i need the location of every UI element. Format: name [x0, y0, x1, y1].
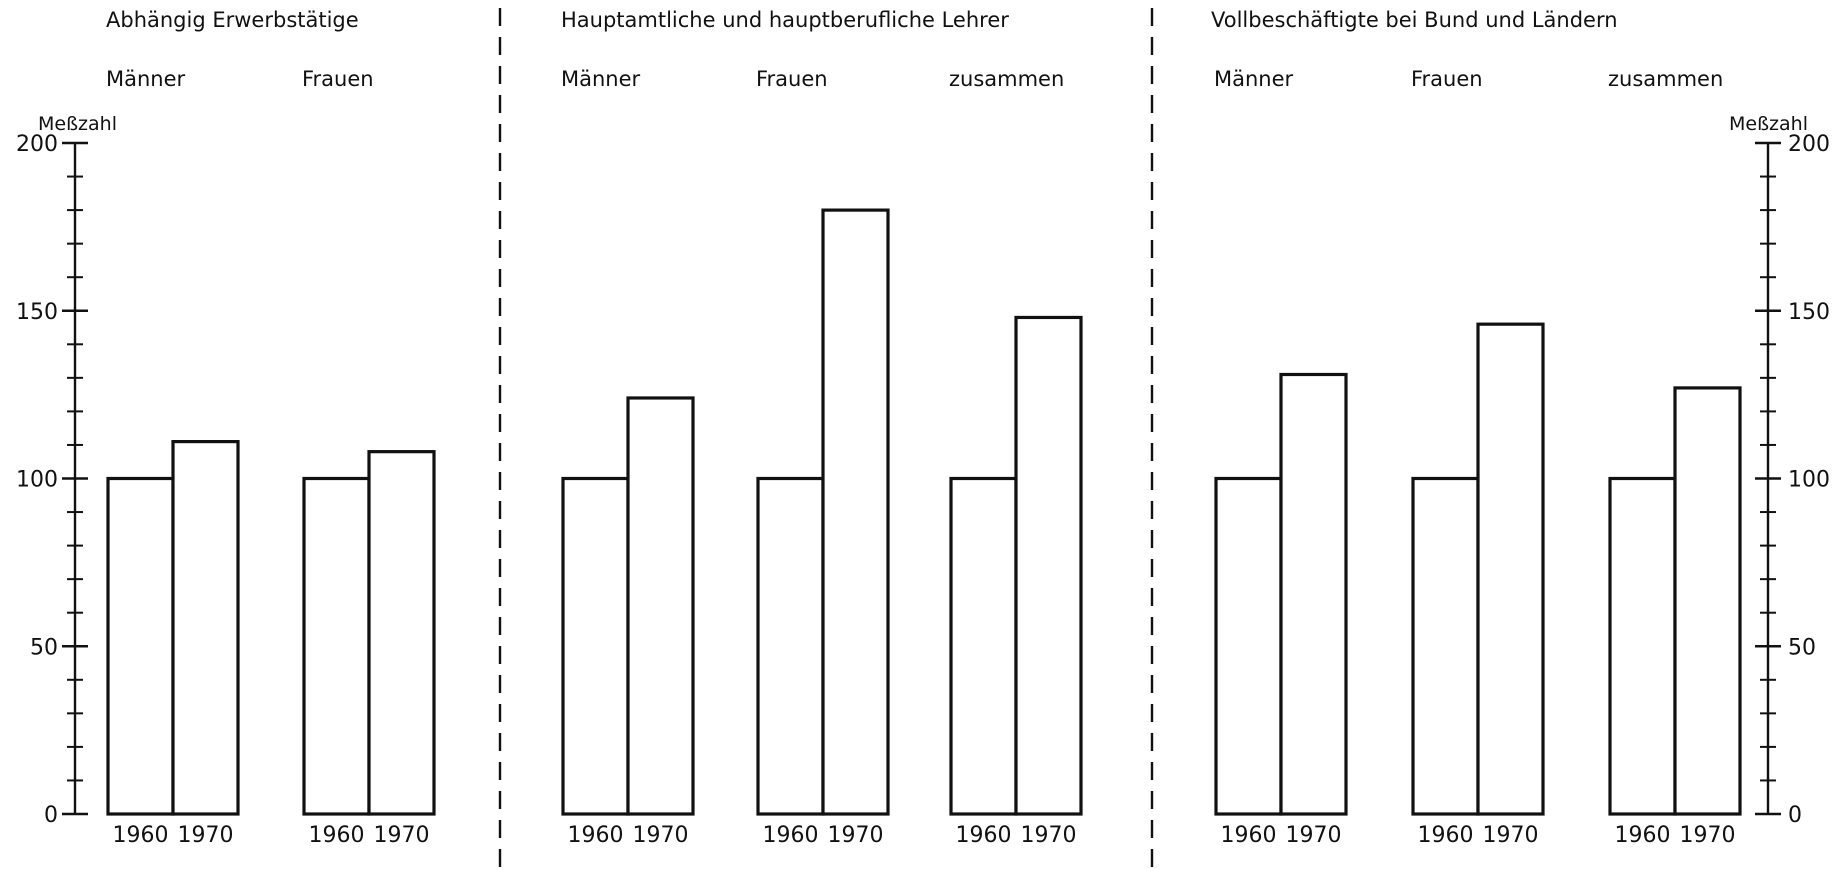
y-tick-label-left: 50	[30, 635, 58, 660]
group-label: Männer	[106, 67, 186, 91]
x-tick-label: 1970	[178, 823, 234, 848]
x-tick-label: 1970	[633, 823, 689, 848]
y-axis-title-left: Meßzahl	[38, 113, 117, 135]
panel-titles: Abhängig Erwerbstätige Männer Frauen Haupta…	[106, 8, 1723, 91]
group-label: Frauen	[302, 67, 374, 91]
y-tick-label-right: 200	[1788, 132, 1830, 157]
x-tick-label: 1970	[1021, 823, 1077, 848]
y-tick-label-left: 150	[16, 300, 58, 325]
bar-1970	[171, 439, 240, 816]
group-label: Frauen	[756, 67, 828, 91]
bar-1960	[1411, 476, 1480, 816]
bar-1960	[106, 476, 175, 816]
panel-title: Vollbeschäftigte bei Bund und Ländern	[1211, 8, 1618, 32]
x-tick-label: 1960	[568, 823, 624, 848]
bar-1970	[367, 450, 436, 816]
x-tick-label: 1970	[1483, 823, 1539, 848]
x-tick-label: 1960	[309, 823, 365, 848]
y-tick-label-right: 50	[1788, 635, 1816, 660]
bar-1970	[1014, 315, 1083, 816]
y-tick-label-right: 0	[1788, 803, 1802, 828]
x-tick-label: 1960	[113, 823, 169, 848]
bar-1960	[302, 476, 371, 816]
y-axis-title-right: Meßzahl	[1729, 113, 1808, 135]
group-label: Männer	[1214, 67, 1294, 91]
panel-title: Hauptamtliche und hauptberufliche Lehrer	[561, 8, 1009, 32]
group-label: zusammen	[1608, 67, 1723, 91]
y-tick-label-right: 100	[1788, 468, 1830, 493]
y-tick-label-left: 0	[44, 803, 58, 828]
x-tick-label: 1960	[956, 823, 1012, 848]
bar-1960	[756, 476, 825, 816]
bar-1970	[626, 396, 695, 816]
x-tick-label: 1960	[1221, 823, 1277, 848]
x-tick-label: 1970	[1286, 823, 1342, 848]
x-tick-label: 1960	[1418, 823, 1474, 848]
x-tick-label: 1960	[763, 823, 819, 848]
bar-1970	[1673, 386, 1742, 816]
bar-1970	[1279, 372, 1348, 816]
bar-1970	[821, 208, 890, 816]
bar-1960	[949, 476, 1018, 816]
x-tick-label: 1970	[828, 823, 884, 848]
x-tick-label: 1970	[374, 823, 430, 848]
bars: 1960 1970 1960 1970 1960 1970 1960 1970 1960 1970…	[106, 208, 1742, 848]
panel-title: Abhängig Erwerbstätige	[106, 8, 359, 32]
x-tick-label: 1970	[1680, 823, 1736, 848]
bar-1960	[1608, 476, 1677, 816]
bar-1960	[1214, 476, 1283, 816]
bar-1960	[561, 476, 630, 816]
y-tick-label-left: 200	[16, 132, 58, 157]
y-tick-label-left: 100	[16, 468, 58, 493]
group-label: Männer	[561, 67, 641, 91]
bar-1970	[1476, 322, 1545, 816]
y-tick-label-right: 150	[1788, 300, 1830, 325]
group-label: Frauen	[1411, 67, 1483, 91]
group-label: zusammen	[949, 67, 1064, 91]
x-tick-label: 1960	[1615, 823, 1671, 848]
